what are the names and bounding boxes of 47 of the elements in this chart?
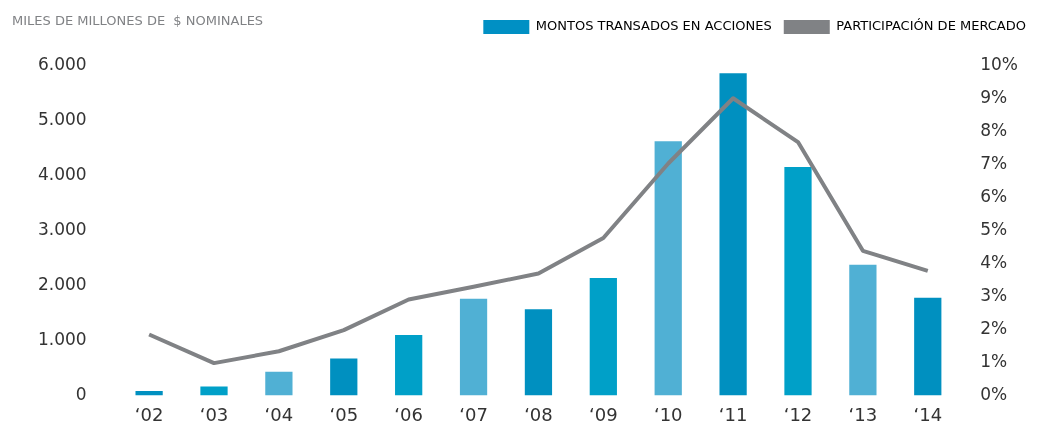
bar xyxy=(395,335,423,396)
y-tick-label: 4.000 xyxy=(38,164,87,185)
x-tick-label: ‘06 xyxy=(394,403,423,425)
y-axis-title: MILES DE MILLONES DE $ NOMINALES xyxy=(12,13,264,29)
y2-tick-label: 6% xyxy=(980,186,1008,207)
x-tick-label: ‘13 xyxy=(848,403,878,425)
x-tick-label: ‘03 xyxy=(199,403,229,425)
y-tick-label: 6.000 xyxy=(38,54,87,75)
bar xyxy=(265,371,293,396)
bar xyxy=(654,141,682,396)
y2-tick-label: 5% xyxy=(980,219,1008,240)
x-tick-label: ‘02 xyxy=(134,403,164,425)
y-tick-label: 3.000 xyxy=(38,219,87,240)
bar xyxy=(200,386,228,396)
x-tick-label: ‘09 xyxy=(589,403,618,425)
y2-tick-label: 0% xyxy=(980,383,1008,404)
y-tick-label: 5.000 xyxy=(38,109,87,130)
x-tick-label: ‘04 xyxy=(264,403,294,425)
y-tick-label: 2.000 xyxy=(38,274,87,295)
y2-tick-label: 2% xyxy=(980,317,1008,338)
x-tick-label: ‘14 xyxy=(913,403,943,425)
y2-tick-label: 3% xyxy=(980,285,1008,305)
x-tick-label: ‘10 xyxy=(653,403,683,425)
x-tick-label: ‘08 xyxy=(524,403,553,425)
bar xyxy=(135,391,163,396)
bar xyxy=(719,73,747,396)
y2-tick-label: 10% xyxy=(980,54,1019,75)
bar xyxy=(914,297,942,396)
x-tick-label: ‘07 xyxy=(459,403,488,425)
y2-tick-label: 9% xyxy=(980,87,1008,108)
bar xyxy=(459,298,488,396)
legend-label: PARTICIPACIÓN DE MERCADO xyxy=(836,18,1026,34)
bar xyxy=(849,264,877,396)
y2-tick-label: 1% xyxy=(980,350,1008,371)
bar xyxy=(524,309,553,396)
y2-tick-label: 8% xyxy=(980,120,1008,141)
x-tick-label: ‘05 xyxy=(329,403,359,425)
x-tick-label: ‘11 xyxy=(718,403,748,425)
bar xyxy=(784,167,812,396)
x-tick-label: ‘12 xyxy=(783,403,813,425)
y-tick-label: 1.000 xyxy=(38,328,87,349)
y-tick-label: 0 xyxy=(75,383,87,404)
bar xyxy=(589,277,617,396)
y2-tick-label: 4% xyxy=(980,252,1008,273)
legend-label: MONTOS TRANSADOS EN ACCIONES xyxy=(535,18,772,34)
bar xyxy=(330,358,358,396)
y2-tick-label: 7% xyxy=(980,153,1008,174)
